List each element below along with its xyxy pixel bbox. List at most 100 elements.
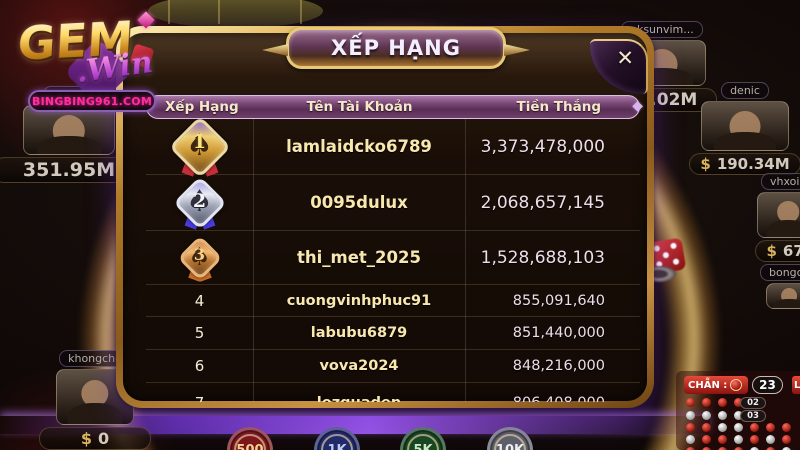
rank-cell: 4	[146, 292, 253, 310]
spade-icon: ♠	[188, 242, 211, 271]
brand-logo: GEM .Win	[12, 8, 182, 106]
bet-chip-10k[interactable]: 10K	[487, 427, 533, 450]
rank-number: 5	[194, 324, 205, 342]
close-icon: ✕	[616, 46, 634, 70]
avatar	[766, 283, 800, 309]
medal-rank-number: 1	[192, 130, 207, 153]
results-grid	[686, 423, 793, 450]
modal-title: XẾP HẠNG	[331, 36, 461, 60]
win-amount: 855,091,640	[512, 292, 605, 309]
avatar	[757, 192, 800, 238]
medal-rank-number: 3	[193, 244, 206, 264]
table-row: ♠ 3 thi_met_2025 1,528,688,103	[146, 231, 640, 285]
chain-icon	[300, 0, 302, 24]
medal-rank-number: 2	[192, 189, 207, 212]
bronze-medal-icon: ♠ 3	[176, 234, 223, 282]
white-dot-icon	[702, 411, 711, 420]
table-row: 7 lozquaden806,408,000	[146, 383, 640, 403]
white-dot-icon	[734, 411, 743, 420]
red-dot-icon	[702, 423, 711, 432]
player-balance: $190.34M	[689, 153, 800, 175]
red-dot-icon	[750, 435, 759, 444]
table-row: ♠ 1 lamlaidcko6789 3,373,478,000	[146, 119, 640, 178]
table-row: ♠ 2 0095dulux 2,068,657,145	[146, 175, 640, 231]
promo-link[interactable]: BINGBING961.COM	[28, 90, 156, 112]
currency-icon: $	[80, 429, 92, 448]
player-name: vova2024	[319, 358, 399, 374]
red-dot-icon	[766, 423, 775, 432]
red-dot-icon	[702, 435, 711, 444]
white-dot-icon	[718, 411, 727, 420]
player-name: labubu6879	[310, 325, 408, 341]
pink-gem-icon	[137, 11, 155, 29]
bet-chip-1k[interactable]: 1K	[314, 427, 360, 450]
win-amount: 1,528,688,103	[480, 247, 605, 268]
player-balance: $0	[39, 427, 151, 450]
rank-cell: ♠ 3	[146, 234, 253, 282]
player-seat: vhxoix $67.	[748, 173, 800, 262]
result-dot-row	[686, 411, 743, 420]
win-amount: 2,068,657,145	[480, 192, 605, 213]
white-dot-icon	[766, 435, 775, 444]
player-name-tag: vhxoix	[761, 173, 800, 190]
player-balance: $67.	[755, 240, 800, 262]
win-amount: 3,373,478,000	[480, 136, 605, 157]
red-dot-icon	[718, 435, 727, 444]
result-dot-row	[686, 398, 743, 407]
result-history-panel: CHẴN : 23 L 02 03	[676, 371, 800, 450]
player-seat: uyenh351.95M	[0, 86, 154, 183]
column-divider	[253, 119, 254, 402]
balance-value: 190.34M	[716, 155, 790, 173]
header-rank: Xếp Hạng	[165, 99, 239, 115]
white-dot-icon	[782, 447, 791, 450]
white-dot-icon	[750, 447, 759, 450]
player-name: thi_met_2025	[297, 248, 421, 267]
chan-bet-option[interactable]: CHẴN :	[684, 376, 748, 394]
result-count-badge: 02	[740, 397, 766, 409]
rank-cell: 5	[146, 324, 253, 342]
red-dot-icon	[686, 398, 695, 407]
player-seat: bongcu...	[760, 264, 800, 309]
win-amount: 806,408,000	[465, 395, 640, 403]
red-dot-icon	[702, 447, 711, 450]
result-count-badge: 03	[740, 410, 766, 422]
leaderboard-header: ◆ Xếp Hạng Tên Tài Khoản Tiền Thắng ◆	[143, 95, 643, 119]
balance-value: 351.95M	[22, 159, 116, 181]
player-name-tag: khongcho	[59, 350, 131, 367]
red-dot-icon	[782, 423, 791, 432]
player-name: lamlaidcko6789	[286, 137, 432, 156]
spade-icon: ♠	[186, 183, 213, 219]
rank-number: 7	[195, 394, 205, 403]
red-dot-icon	[686, 447, 695, 450]
white-dot-icon	[734, 435, 743, 444]
avatar	[23, 105, 115, 155]
table-edge-glow	[0, 416, 710, 434]
rank-cell: ♠ 1	[146, 119, 253, 178]
white-dot-icon	[686, 435, 695, 444]
le-bet-option-partial[interactable]: L	[792, 376, 800, 394]
avatar	[701, 101, 789, 151]
red-dot-icon	[718, 398, 727, 407]
chain-icon	[168, 0, 170, 24]
red-dot-icon	[734, 447, 743, 450]
table-row: 6 vova2024 848,216,000	[146, 350, 640, 383]
red-dot-icon	[750, 423, 759, 432]
hanging-plate	[148, 0, 323, 28]
balance-value: 0	[98, 429, 110, 448]
silver-medal-icon: ♠ 2	[172, 175, 227, 230]
win-amount: 848,216,000	[512, 358, 605, 374]
currency-icon: $	[766, 242, 777, 260]
leaderboard-rows: ♠ 1 lamlaidcko6789 3,373,478,000 ♠ 2 0095dulux…	[146, 119, 640, 402]
spade-icon: ♠	[186, 127, 213, 163]
chan-label: CHẴN :	[688, 379, 728, 391]
player-seat: denic $190.34M	[689, 82, 800, 175]
red-dot-icon	[718, 447, 727, 450]
balance-value: 67.	[782, 242, 800, 260]
rank-number: 4	[194, 291, 205, 310]
player-name: 0095dulux	[310, 193, 408, 212]
chan-count: 23	[752, 376, 783, 394]
table-row: 5 labubu6879 851,440,000	[146, 317, 640, 350]
red-coin-icon	[730, 379, 743, 391]
header-amount: Tiền Thắng	[516, 99, 601, 115]
